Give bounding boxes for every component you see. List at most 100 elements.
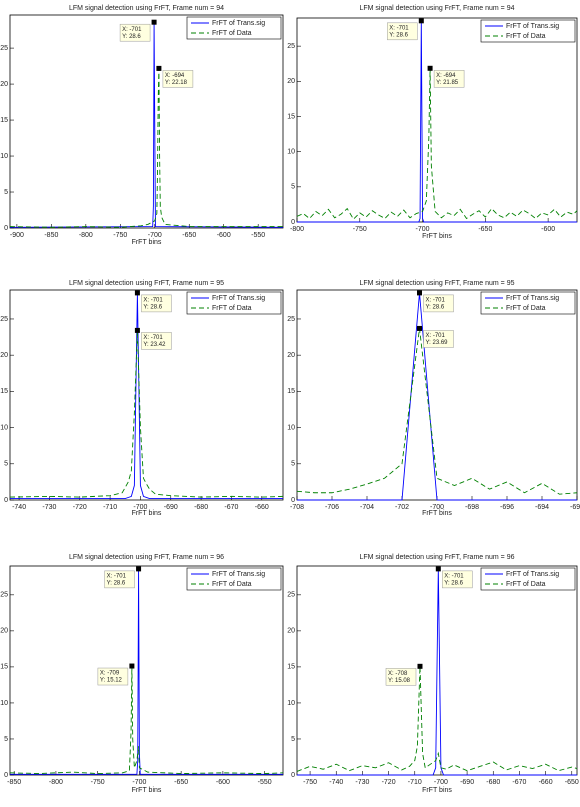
x-tick-label: -694 — [535, 504, 549, 511]
x-tick-label: -720 — [73, 504, 87, 511]
y-tick-label: 15 — [287, 113, 295, 120]
legend-label: FrFT of Trans.sig — [212, 20, 265, 27]
legend-box — [480, 291, 576, 315]
x-tick-label: -690 — [164, 504, 178, 511]
x-tick-label: -670 — [512, 779, 526, 786]
y-tick-label: 0 — [4, 497, 8, 504]
datatip-text: Y: 28.6 — [107, 580, 126, 586]
x-tick-label: -708 — [290, 504, 304, 511]
datatip-text: X: -701 — [426, 297, 446, 303]
y-tick-label: 15 — [0, 388, 8, 395]
datatip-marker — [129, 663, 135, 669]
x-tick-label: -702 — [395, 504, 409, 511]
series-line — [296, 666, 578, 772]
datatip-text: Y: 28.6 — [426, 304, 445, 310]
datatip-box — [162, 70, 194, 88]
x-tick-label: -700 — [148, 232, 162, 239]
datatip-text: X: -694 — [436, 73, 456, 79]
datatip-text: X: -708 — [388, 671, 408, 677]
datatip-text: X: -701 — [444, 573, 464, 579]
y-tick-label: 10 — [287, 700, 295, 707]
plot-area — [9, 14, 284, 229]
datatip-text: X: -701 — [143, 297, 163, 303]
x-tick-label: -740 — [329, 779, 343, 786]
datatip-box — [119, 23, 151, 42]
x-tick-label: -692 — [570, 504, 580, 511]
datatip-text: Y: 22.18 — [165, 80, 188, 86]
x-tick-label: -710 — [103, 504, 117, 511]
datatip-box — [97, 667, 129, 686]
series-line — [296, 68, 578, 220]
y-tick-label: 25 — [0, 316, 8, 323]
datatip-marker — [136, 566, 142, 572]
y-tick-label: 20 — [0, 628, 8, 635]
x-tick-label: -698 — [465, 504, 479, 511]
y-tick-label: 25 — [0, 592, 8, 599]
x-tick-label: -660 — [539, 779, 553, 786]
y-tick-label: 20 — [287, 78, 295, 85]
x-tick-label: -706 — [325, 504, 339, 511]
y-tick-label: 10 — [0, 153, 8, 160]
chart-title: LFM signal detection using FrFT, Frame n… — [69, 280, 224, 287]
plot-area — [296, 17, 578, 223]
datatip-text: Y: 28.6 — [122, 34, 141, 40]
x-tick-label: -660 — [255, 504, 269, 511]
legend-box — [480, 19, 576, 43]
x-tick-label: -710 — [408, 779, 422, 786]
datatip-text: X: -694 — [165, 73, 185, 79]
y-tick-label: 20 — [287, 628, 295, 635]
x-tick-label: -900 — [10, 232, 24, 239]
x-tick-label: -750 — [353, 226, 367, 233]
x-tick-label: -550 — [251, 232, 265, 239]
datatip-text: Y: 28.6 — [143, 304, 162, 310]
x-axis-label: FrFT bins — [132, 510, 162, 517]
x-tick-label: -680 — [486, 779, 500, 786]
y-tick-label: 25 — [287, 43, 295, 50]
x-tick-label: -700 — [434, 779, 448, 786]
legend-label: FrFT of Data — [212, 305, 252, 312]
x-tick-label: -650 — [174, 779, 188, 786]
x-tick-label: -800 — [49, 779, 63, 786]
y-tick-label: 5 — [291, 184, 295, 191]
y-tick-label: 15 — [0, 664, 8, 671]
series-line — [296, 328, 578, 495]
x-tick-label: -720 — [382, 779, 396, 786]
datatip-box — [387, 22, 418, 41]
plot-area — [9, 565, 284, 776]
datatip-box — [433, 70, 465, 88]
datatip-marker — [417, 325, 422, 331]
x-tick-label: -750 — [303, 779, 317, 786]
x-tick-label: -680 — [194, 504, 208, 511]
y-tick-label: 10 — [0, 424, 8, 431]
datatip-marker — [151, 19, 157, 25]
x-tick-label: -700 — [430, 504, 444, 511]
x-tick-label: -730 — [355, 779, 369, 786]
datatip-marker — [417, 663, 423, 669]
y-tick-label: 20 — [0, 352, 8, 359]
datatip-text: Y: 28.6 — [389, 32, 408, 38]
x-axis-label: FrFT bins — [422, 233, 452, 240]
x-tick-label: -700 — [416, 226, 430, 233]
x-tick-label: -730 — [42, 504, 56, 511]
legend-label: FrFT of Data — [506, 581, 546, 588]
chart-title: LFM signal detection using FrFT, Frame n… — [359, 280, 514, 287]
series-line — [9, 68, 283, 228]
x-axis-label: FrFT bins — [422, 510, 452, 517]
x-tick-label: -704 — [360, 504, 374, 511]
series-line — [9, 330, 284, 498]
datatip-marker — [134, 290, 140, 296]
x-tick-label: -700 — [133, 504, 147, 511]
x-axis-label: FrFT bins — [132, 787, 162, 794]
plot-area — [9, 289, 284, 501]
y-tick-label: 10 — [287, 424, 295, 431]
datatip-text: Y: 15.12 — [100, 678, 123, 684]
datatip-text: X: -701 — [122, 27, 142, 33]
x-tick-label: -600 — [216, 779, 230, 786]
x-tick-label: -650 — [182, 232, 196, 239]
datatip-marker — [418, 18, 424, 24]
y-tick-label: 5 — [4, 736, 8, 743]
x-tick-label: -800 — [79, 232, 93, 239]
x-tick-label: -750 — [91, 779, 105, 786]
legend-box — [186, 567, 282, 591]
